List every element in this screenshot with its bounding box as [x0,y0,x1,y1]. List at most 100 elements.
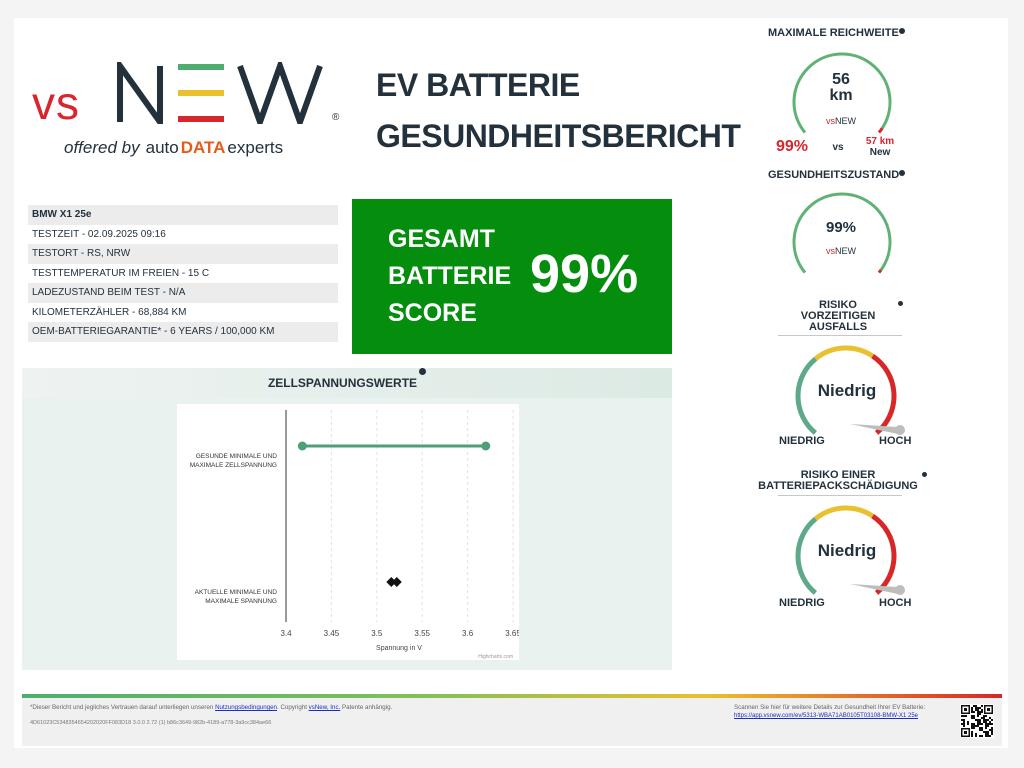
footer: *Dieser Bericht und jegliches Vertrauen … [22,698,1002,746]
risk-needle-hub [895,585,905,595]
range-value: 56 km [806,72,876,104]
qr-code-icon[interactable] [960,704,994,738]
x-tick-label: 3.5 [371,629,383,638]
health-title-text: GESUNDHEITSZUSTAND [768,169,900,181]
offered-by-text: offered by [64,138,140,157]
x-tick-label: 3.45 [324,629,340,638]
health-gauge [792,192,892,274]
logo-vs: vs [32,77,80,129]
risk2-title-line-1: RISIKO EINER [800,469,876,481]
data-text: DATA [180,138,226,157]
mini-vsnew-logo: vsNEW [818,116,864,126]
range-km-unit: km [829,87,853,104]
x-axis-label: Spannung in V [376,645,422,652]
score-value: 99% [530,244,639,304]
x-tick-label: 3.4 [280,629,292,638]
scan-text: Scannen Sie hier für weitere Details zur… [734,704,926,711]
gauge-remainder [877,269,883,274]
report-id: 4D61023C5348354654202020FF083D18 3.0.0 2… [30,720,272,726]
data-point[interactable] [481,441,491,451]
experts-text: experts [227,138,284,157]
report-link-wrap: https://app.vsnew.com/ev/5313-WBA71AB010… [734,713,918,719]
title-line-2: GESUNDHEITSBERICHT [376,118,741,154]
risk1-low-label: NIEDRIG [779,435,825,447]
max-range-title: MAXIMALE REICHWEITE [768,28,918,39]
mini-logo-vs: vs [826,246,835,256]
risk1-title-line-3: AUSFALLS [808,321,868,333]
cell-voltage-chart-svg: 3.4 3.45 3.5 3.55 3.6 3.65 Spannung in V Highch… [190,410,519,660]
risk2-low-label: NIEDRIG [779,597,825,609]
logo-new-wordmark [117,62,323,124]
gauge-fill [792,192,892,274]
mini-logo-vs: vs [826,116,835,126]
risk1-underline [778,335,902,336]
risk-needle-hub [895,425,905,435]
info-icon[interactable] [899,170,906,176]
data-point[interactable] [391,577,402,587]
max-range-title-text: MAXIMALE REICHWEITE [768,27,899,39]
risk-pack-damage-title: RISIKO EINER BATTERIEPACKSCHÄDIGUNG [748,470,928,492]
terms-link[interactable]: Nutzungsbedingungen [215,704,277,711]
risk-arc-segment [814,345,875,361]
footer-disclaimer: *Dieser Bericht und jegliches Vertrauen … [30,704,392,711]
info-state-of-charge: LADEZUSTAND BEIM TEST - N/A [28,283,338,303]
info-icon[interactable] [922,472,927,477]
cell-voltage-header: ZELLSPANNUNGSWERTE [22,368,672,398]
info-icon[interactable] [898,28,905,34]
range-new-value: 57 km [865,136,895,147]
risk-arc-segment [795,516,818,595]
info-icon[interactable] [419,368,427,375]
vsnew-logo: vs ® offered by auto DATA experts [32,60,342,160]
y-category-label: MAXIMALE SPANNUNG [205,598,277,605]
info-oem-warranty: OEM-BATTERIEGARANTIE* - 6 YEARS / 100,00… [28,322,338,342]
risk-needle [850,584,898,594]
mini-logo-new: NEW [835,116,856,126]
risk2-value: Niedrig [817,541,877,560]
title-line-1: EV BATTERIE [376,67,580,103]
cell-voltage-panel: ZELLSPANNUNGSWERTE 3.4 3.45 3.5 3.55 3.6 3.65… [22,368,672,670]
risk2-high-label: HOCH [879,597,912,609]
gauge-remainder [877,127,884,134]
y-category-label: AKTUELLE MINIMALE UND [195,589,278,596]
cell-voltage-chart: 3.4 3.45 3.5 3.55 3.6 3.65 Spannung in V Highch… [177,404,519,660]
report-title: EV BATTERIE GESUNDHEITSBERICHT [376,60,741,162]
score-label: GESAMT BATTERIE SCORE [388,221,511,332]
range-km-value: 56 [832,71,850,88]
mini-logo-new: NEW [835,246,856,256]
data-point[interactable] [297,441,307,451]
health-value: 99% [825,219,857,236]
report-link[interactable]: https://app.vsnew.com/ev/5313-WBA71AB010… [734,713,918,719]
gauge-fill [792,52,892,134]
x-tick-label: 3.6 [462,629,474,638]
info-test-time: TESTZEIT - 02.09.2025 09:16 [32,228,166,240]
y-category-label: MAXIMALE ZELLSPANNUNG [190,462,277,469]
company-link[interactable]: vsNew, Inc. [308,704,341,711]
disclaimer-text-b: . Copyright [277,704,309,711]
range-gauge [792,52,892,134]
mini-vsnew-logo: vsNEW [818,246,864,256]
info-outside-temperature: TESTTEMPERATUR IM FREIEN - 15 C [32,267,210,279]
x-tick-label: 3.65 [505,629,519,638]
risk1-value: Niedrig [817,381,877,400]
range-new-label: New [869,147,891,158]
disclaimer-text-a: *Dieser Bericht und jegliches Vertrauen … [30,704,216,711]
data-point[interactable] [386,577,397,587]
registered-mark: ® [332,112,340,123]
risk1-high-label: HOCH [879,435,912,447]
disclaimer-text-c: Patente anhängig. [340,704,393,711]
risk1-title-line-2: VORZEITIGEN [800,310,876,322]
score-label-line-3: SCORE [388,299,477,327]
chart-credit: Highcharts.com [478,654,513,660]
range-percent: 99% [775,138,809,155]
footer-gradient-bar [22,694,1002,698]
risk-arc-segment [871,353,897,435]
score-label-line-2: BATTERIE [388,262,512,290]
offered-by-line: offered by auto DATA experts [64,138,283,158]
y-category-label: GESUNDE MINIMALE UND [196,453,278,460]
risk2-title-line-2: BATTERIEPACKSCHÄDIGUNG [758,480,918,492]
info-icon[interactable] [898,301,903,306]
x-tick-label: 3.55 [414,629,430,638]
risk-arc-segment [795,356,818,435]
vehicle-info-table: BMW X1 25e TESTZEIT - 02.09.2025 09:16 T… [28,205,338,342]
vehicle-model: BMW X1 25e [28,205,338,225]
